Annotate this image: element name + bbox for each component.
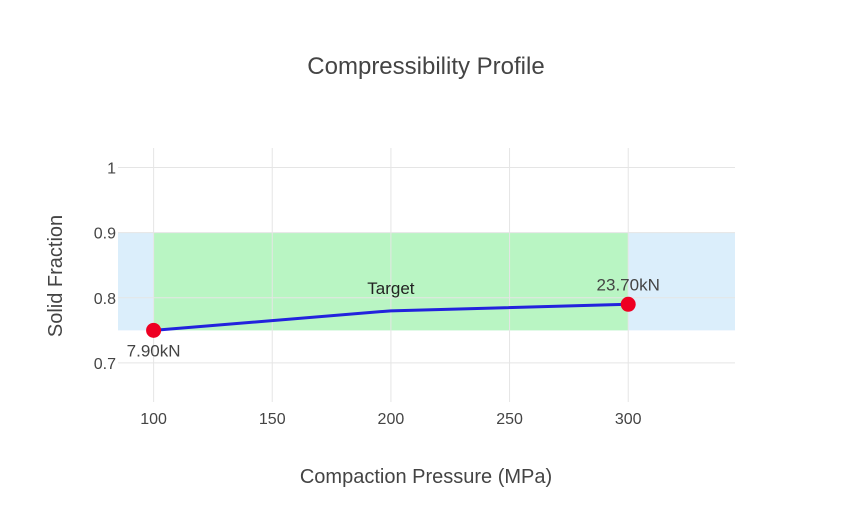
x-tick-label: 100 [140,411,167,428]
data-point [146,322,162,338]
x-axis-title: Compaction Pressure (MPa) [300,466,552,488]
y-axis-ticks: 0.7 0.8 0.9 1 [94,161,116,373]
point-label: 7.90kN [127,341,181,360]
y-axis-title: Solid Fraction [45,215,67,337]
data-labels: 7.90kN 23.70kN Target [127,275,660,360]
target-annotation: Target [367,279,415,298]
y-tick-label: 0.9 [94,226,116,243]
x-tick-label: 200 [378,411,405,428]
x-tick-label: 150 [259,411,286,428]
chart-title: Compressibility Profile [307,53,544,80]
y-tick-label: 1 [107,161,116,178]
grid-lines [118,148,735,402]
x-axis-ticks: 100 150 200 250 300 [140,411,641,428]
y-tick-label: 0.7 [94,356,116,373]
point-label: 23.70kN [597,275,660,294]
x-tick-label: 300 [615,411,642,428]
series-line [153,302,629,332]
x-tick-label: 250 [496,411,523,428]
y-tick-label: 0.8 [94,291,116,308]
data-series [146,296,636,338]
data-point [620,296,636,312]
